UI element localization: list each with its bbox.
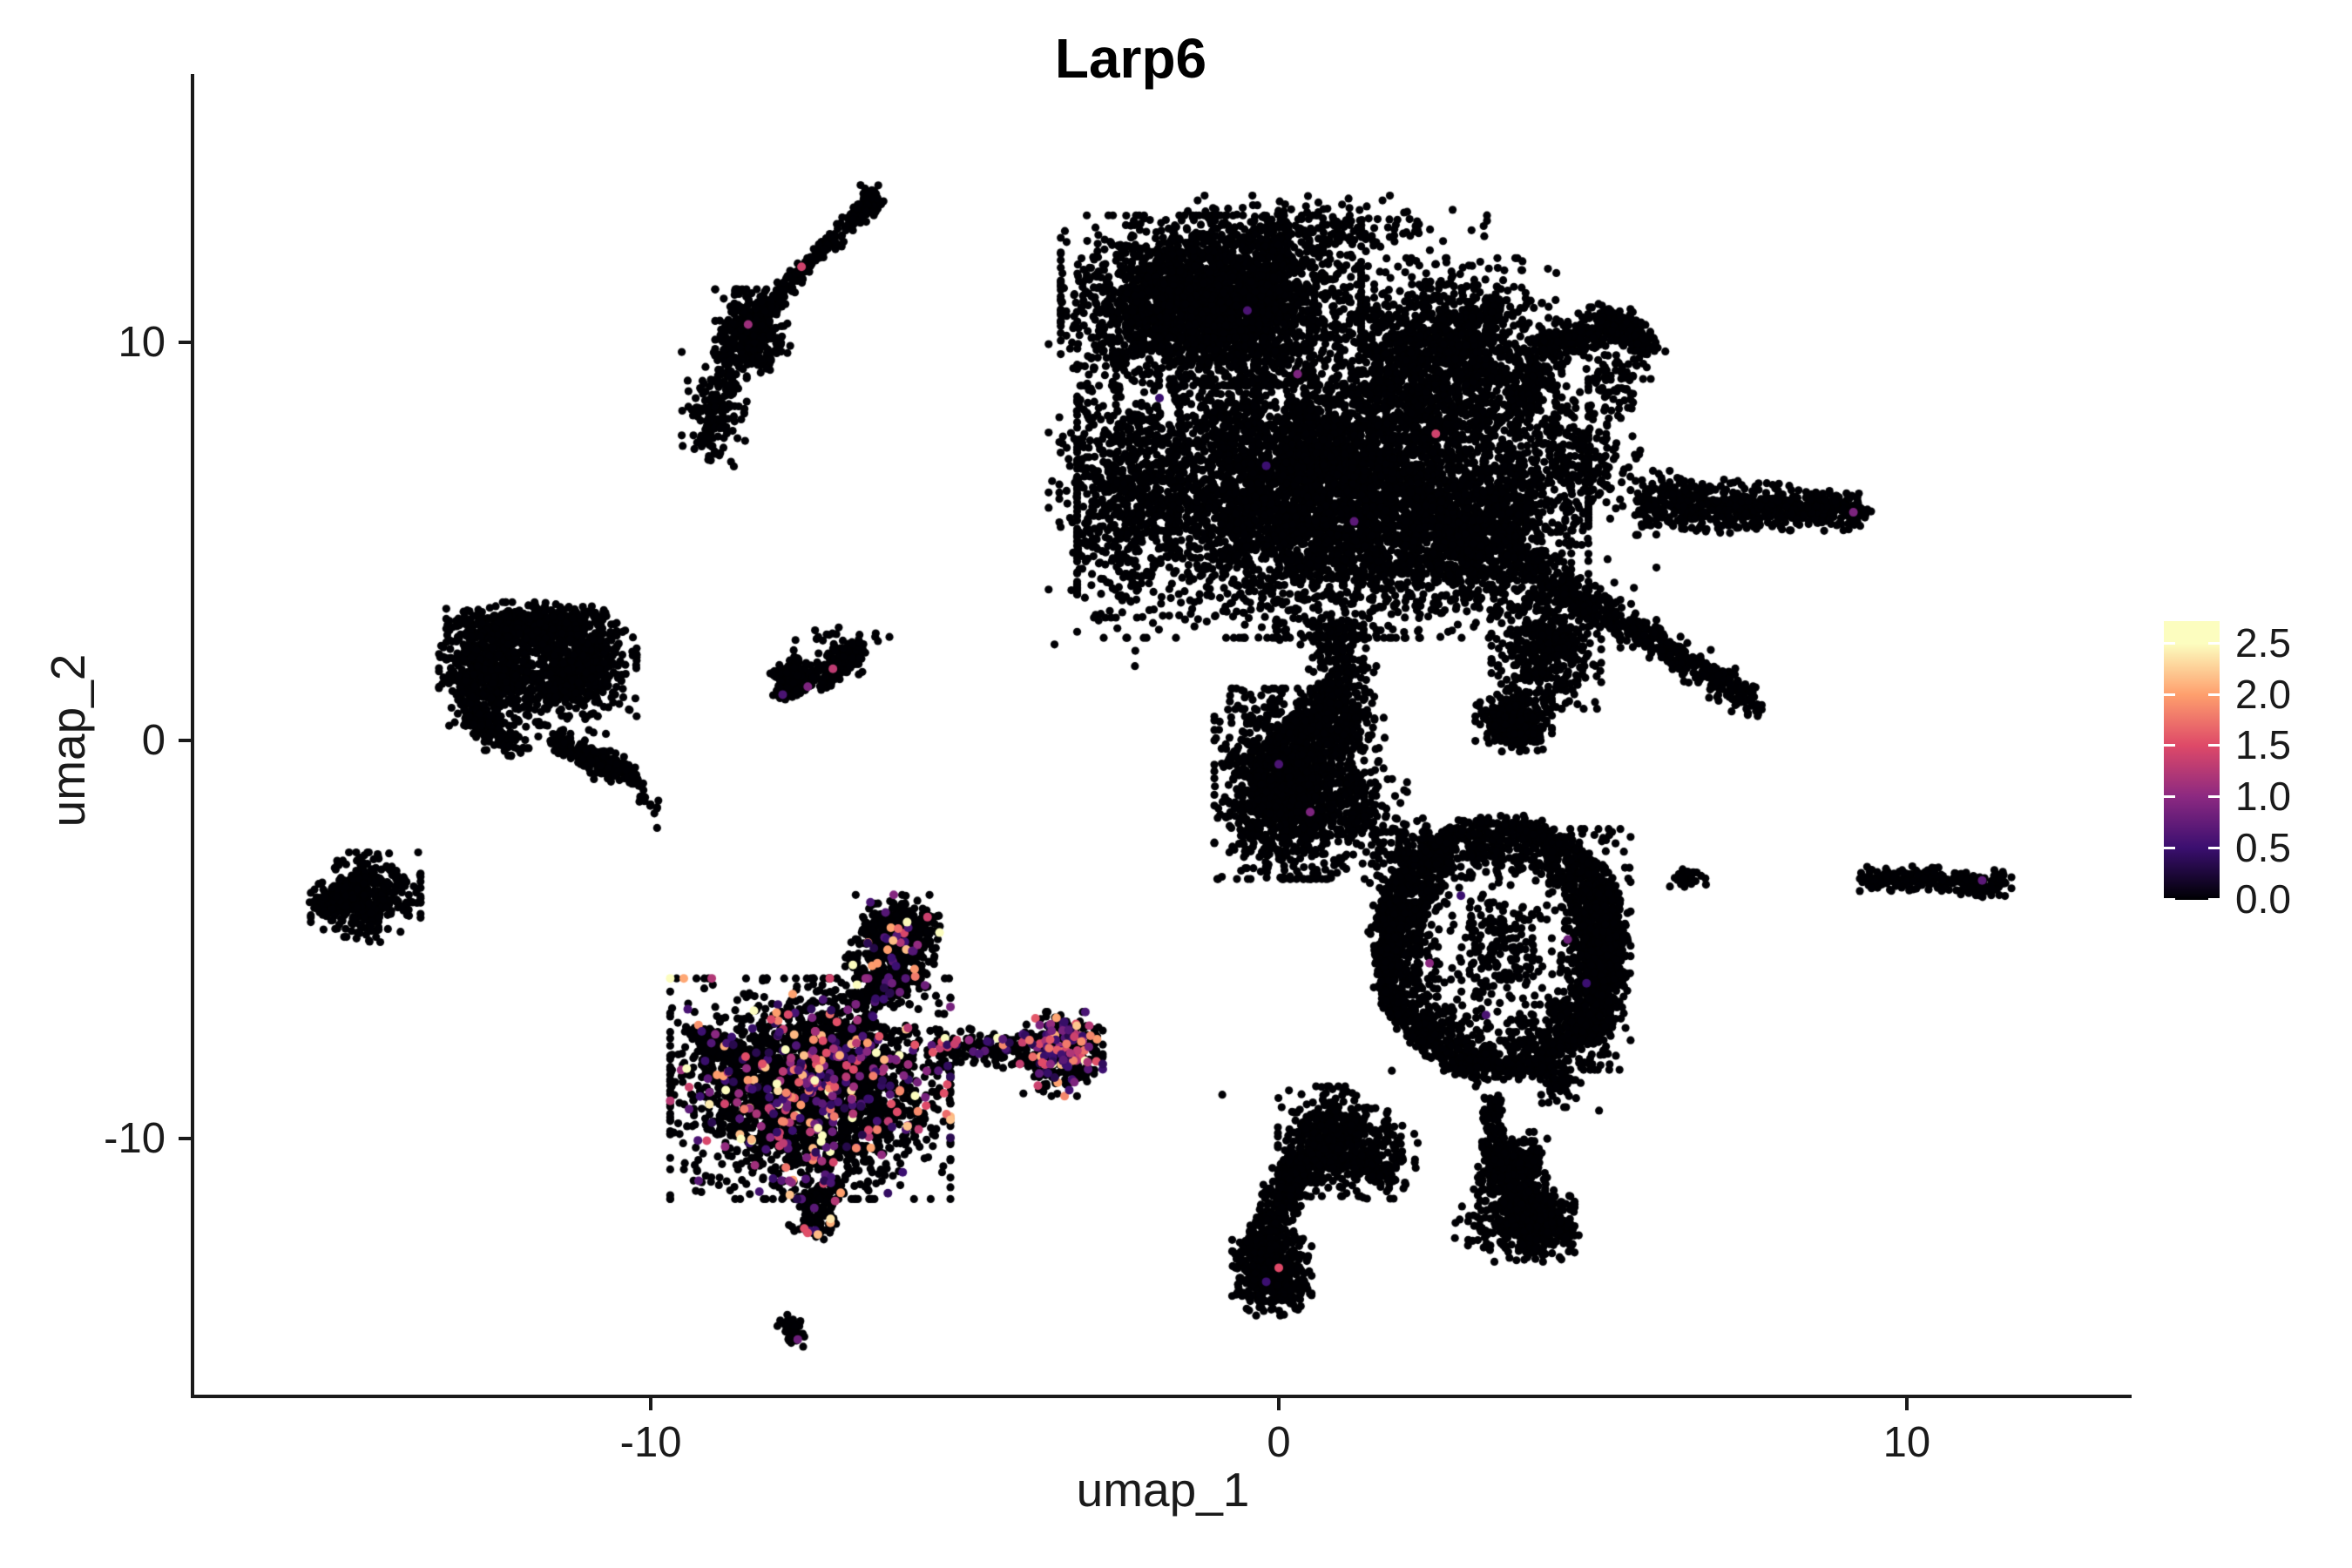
colorbar-tick-label: 0.0 — [2235, 876, 2291, 922]
colorbar-tick-mark — [2164, 898, 2175, 901]
x-tick-label: 0 — [1267, 1419, 1291, 1466]
x-tick-mark — [1904, 1398, 1909, 1410]
plot-title: Larp6 — [1054, 27, 1207, 90]
colorbar-tick-mark — [2208, 795, 2220, 799]
colorbar-tick-label: 2.5 — [2235, 619, 2291, 666]
x-tick-mark — [649, 1398, 653, 1410]
colorbar-tick-label: 2.0 — [2235, 671, 2291, 717]
colorbar-tick-label: 0.5 — [2235, 825, 2291, 871]
colorbar-tick-mark — [2208, 744, 2220, 747]
y-tick-mark — [179, 738, 191, 742]
colorbar-tick-mark — [2164, 693, 2175, 696]
colorbar-tick-mark — [2208, 693, 2220, 696]
colorbar-tick-label: 1.5 — [2235, 722, 2291, 768]
y-axis-title: umap_2 — [41, 653, 95, 828]
colorbar-tick-mark — [2164, 847, 2175, 850]
colorbar-tick-mark — [2208, 847, 2220, 850]
x-tick-mark — [1277, 1398, 1281, 1410]
x-tick-label: 10 — [1882, 1419, 1931, 1466]
y-tick-label: 10 — [118, 318, 166, 366]
y-tick-mark — [179, 1136, 191, 1140]
y-tick-mark — [179, 340, 191, 344]
y-tick-label: -10 — [104, 1114, 166, 1162]
x-tick-label: -10 — [619, 1419, 682, 1466]
x-axis-title: umap_1 — [1076, 1463, 1250, 1517]
colorbar-tick-mark — [2164, 641, 2175, 645]
colorbar-tick-mark — [2208, 641, 2220, 645]
y-axis-line — [191, 74, 194, 1398]
colorbar-tick-mark — [2164, 744, 2175, 747]
colorbar-tick-mark — [2208, 898, 2220, 901]
colorbar-tick-mark — [2164, 795, 2175, 799]
colorbar-tick-label: 1.0 — [2235, 774, 2291, 820]
colorbar-gradient — [2164, 621, 2220, 900]
x-axis-line — [191, 1395, 2132, 1398]
y-tick-label: 0 — [141, 716, 166, 764]
